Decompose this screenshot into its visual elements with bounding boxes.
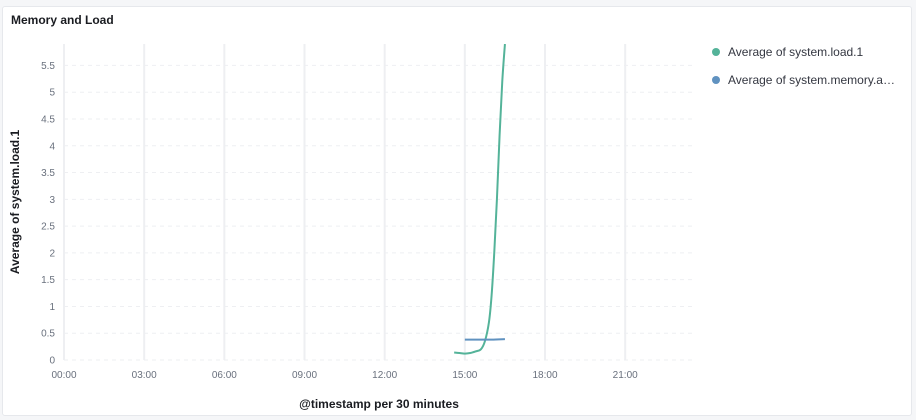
y-tick-label: 5: [49, 88, 55, 99]
series-lines: [454, 44, 505, 354]
legend-label-memory: Average of system.memory.actual.used.pct: [728, 73, 896, 87]
legend-item-load[interactable]: Average of system.load.1: [712, 38, 902, 66]
y-tick-label: 3: [49, 195, 55, 206]
x-axis-title: @timestamp per 30 minutes: [299, 397, 459, 411]
series-line-load[interactable]: [454, 44, 505, 354]
y-axis-title: Average of system.load.1: [8, 130, 22, 275]
x-tick-label: 06:00: [212, 370, 237, 381]
legend-swatch-memory: [712, 76, 720, 84]
grid-lines: [64, 44, 692, 360]
y-tick-label: 3.5: [41, 168, 55, 179]
x-tick-label: 15:00: [452, 370, 477, 381]
series-line-memory[interactable]: [465, 339, 505, 340]
legend-item-memory[interactable]: Average of system.memory.actual.used.pct: [712, 66, 902, 94]
y-tick-label: 4: [49, 141, 55, 152]
y-tick-label: 5.5: [41, 61, 55, 72]
x-tick-label: 03:00: [132, 370, 157, 381]
y-tick-label: 0: [49, 356, 55, 367]
x-tick-label: 00:00: [51, 370, 76, 381]
y-tick-label: 0.5: [41, 329, 55, 340]
y-tick-label: 1.5: [41, 275, 55, 286]
x-tick-label: 18:00: [533, 370, 558, 381]
y-tick-label: 1: [49, 302, 55, 313]
x-tick-label: 12:00: [372, 370, 397, 381]
chart-legend: Average of system.load.1 Average of syst…: [712, 38, 902, 94]
legend-label-load: Average of system.load.1: [728, 45, 863, 59]
x-axis-ticks: 00:00 03:00 06:00 09:00 12:00 15:00 18:00 21:00: [51, 370, 638, 381]
y-tick-label: 2.5: [41, 222, 55, 233]
y-tick-label: 2: [49, 248, 55, 259]
y-axis-ticks: 0 0.5 1 1.5 2 2.5 3 3.5 4 4.5 5 5.5: [41, 61, 55, 367]
legend-swatch-load: [712, 48, 720, 56]
x-tick-label: 09:00: [292, 370, 317, 381]
x-tick-label: 21:00: [613, 370, 638, 381]
y-tick-label: 4.5: [41, 114, 55, 125]
